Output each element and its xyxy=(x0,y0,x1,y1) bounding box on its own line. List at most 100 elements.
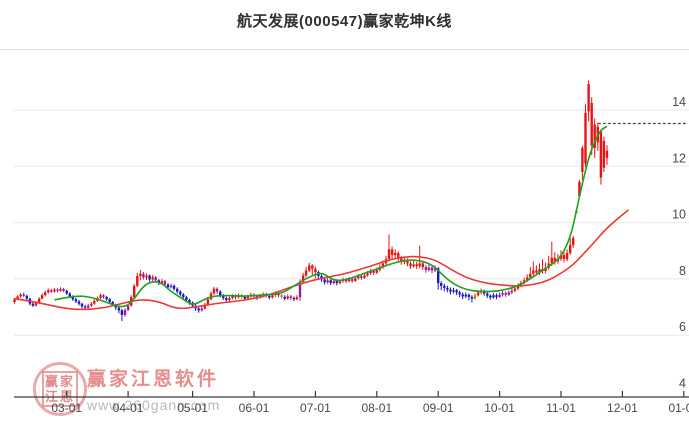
candle-body xyxy=(13,299,16,302)
candle-body xyxy=(50,290,53,292)
candle-body xyxy=(430,267,434,271)
candle-body xyxy=(62,289,65,291)
candle-body xyxy=(286,296,289,299)
candle-body xyxy=(464,294,467,297)
y-axis-label: 14 xyxy=(672,95,686,109)
candle-body xyxy=(80,303,84,307)
x-axis-label: 09-01 xyxy=(423,401,454,415)
candle-body xyxy=(473,295,477,299)
watermark-brand: 赢家江恩软件 xyxy=(87,369,220,390)
candle-body xyxy=(136,276,139,286)
candle-body xyxy=(578,181,581,196)
candle-body xyxy=(366,273,369,276)
candle-body xyxy=(412,264,415,267)
candle-body xyxy=(102,295,105,297)
candle-body xyxy=(486,293,489,296)
candle-body xyxy=(271,295,274,298)
y-axis-label: 10 xyxy=(672,208,686,222)
candle-body xyxy=(424,267,428,270)
candle-body xyxy=(295,297,299,300)
candle-body xyxy=(605,150,609,158)
candle-body xyxy=(228,298,231,300)
x-axis-label: 01-01 xyxy=(668,401,689,415)
candle-body xyxy=(172,285,176,289)
candle-body xyxy=(344,279,348,282)
candle-body xyxy=(117,307,121,311)
candle-body xyxy=(452,290,455,292)
candle-body xyxy=(40,295,44,299)
candle-body xyxy=(182,294,185,298)
ma-slow-red-line xyxy=(14,209,630,311)
y-axis-label: 12 xyxy=(672,151,686,165)
candle-body xyxy=(74,299,78,302)
candle-body xyxy=(154,277,157,281)
candle-body xyxy=(492,295,495,298)
candle-body xyxy=(323,279,326,283)
candle-body xyxy=(280,295,283,297)
candle-body xyxy=(44,292,47,296)
candle-body xyxy=(139,273,142,277)
candle-body xyxy=(394,253,397,255)
candle-body xyxy=(593,124,596,148)
candle-body xyxy=(437,268,440,284)
candle-body xyxy=(142,273,145,278)
candle-body xyxy=(123,309,127,315)
candle-body xyxy=(458,292,461,295)
x-axis-label: 10-01 xyxy=(484,401,515,415)
candle-body xyxy=(489,295,492,298)
candle-body xyxy=(215,288,219,292)
candle-body xyxy=(569,245,572,253)
x-axis-label: 06-01 xyxy=(239,401,270,415)
candle-body xyxy=(381,263,385,268)
candle-body xyxy=(68,293,71,297)
candle-body xyxy=(126,305,130,310)
candle-body xyxy=(34,302,38,306)
candle-body xyxy=(314,268,317,273)
candle-body xyxy=(360,276,363,278)
x-axis-label: 03-01 xyxy=(51,401,82,415)
candle-body xyxy=(476,292,480,296)
candle-body xyxy=(390,249,394,255)
candle-body xyxy=(587,84,590,112)
y-axis-label: 6 xyxy=(679,320,686,334)
candle-body xyxy=(529,273,532,278)
candle-body xyxy=(311,265,314,269)
x-axis-label: 07-01 xyxy=(300,401,331,415)
candle-body xyxy=(87,305,90,308)
watermark-url: www.260gann.com xyxy=(87,397,221,413)
candle-body xyxy=(504,293,507,295)
candle-body xyxy=(169,285,173,288)
candle-body xyxy=(550,257,553,264)
candle-body xyxy=(53,289,56,292)
candle-body xyxy=(160,281,164,284)
candle-body xyxy=(133,285,136,298)
candle-body xyxy=(304,270,308,276)
candle-body xyxy=(77,301,81,304)
candle-body xyxy=(421,263,424,268)
candle-body xyxy=(176,288,179,292)
candle-body xyxy=(243,296,246,299)
candle-body xyxy=(467,294,471,297)
candle-body xyxy=(516,285,520,289)
candle-body xyxy=(406,259,409,264)
candle-body xyxy=(59,289,62,291)
candle-body xyxy=(409,263,412,267)
y-axis-label: 8 xyxy=(679,264,686,278)
candle-body xyxy=(553,257,556,262)
x-axis-label: 12-01 xyxy=(607,401,638,415)
candle-body xyxy=(535,270,538,273)
candle-body xyxy=(37,298,41,303)
candle-body xyxy=(581,148,584,172)
candle-body xyxy=(283,296,286,299)
candle-body xyxy=(71,296,74,300)
candle-body xyxy=(372,271,375,273)
candle-body xyxy=(268,295,271,298)
candle-body xyxy=(203,304,206,309)
candle-body xyxy=(16,296,19,300)
y-axis-label: 4 xyxy=(679,377,686,391)
candle-body xyxy=(188,300,191,303)
candle-body xyxy=(65,290,68,294)
candle-body xyxy=(357,276,360,279)
